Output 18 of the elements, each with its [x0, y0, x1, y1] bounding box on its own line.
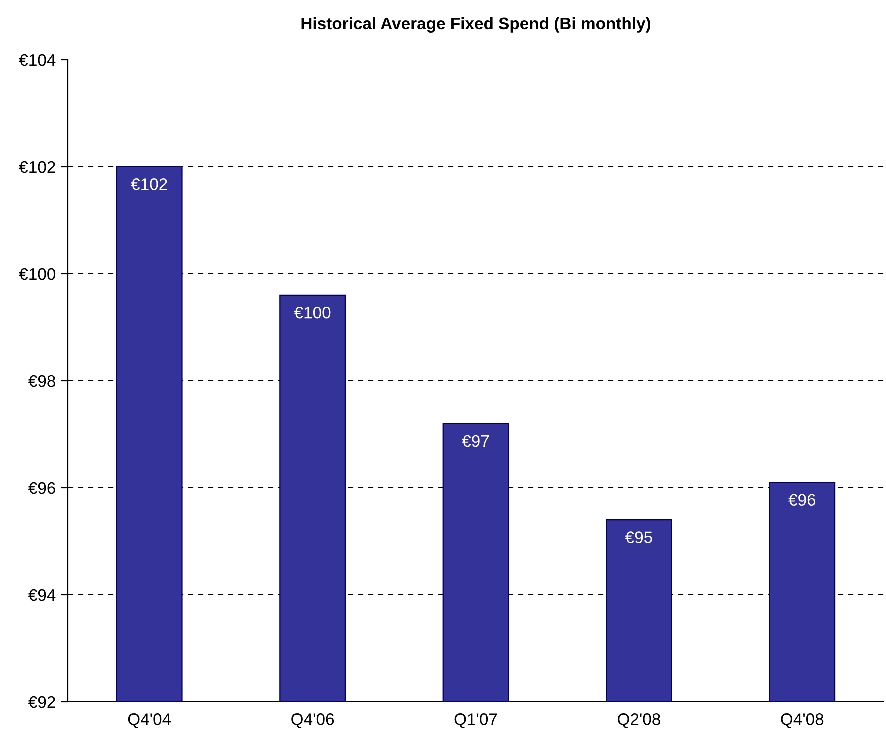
y-tick-label: €102 — [19, 161, 56, 174]
x-tick-label: Q2'08 — [618, 714, 660, 728]
x-tick-label: Q4'06 — [292, 714, 334, 728]
x-tick-label: Q4'08 — [781, 714, 824, 728]
y-tick-label: €96 — [28, 482, 56, 494]
x-tick-label: Q1'07 — [454, 714, 498, 728]
data-label: €100 — [294, 306, 331, 319]
y-tick-label: €94 — [28, 589, 56, 602]
chart-title: Historical Average Fixed Spend (Bi monthly) — [302, 17, 651, 33]
y-tick-label: €104 — [19, 54, 56, 66]
data-label: €95 — [625, 532, 652, 544]
y-tick-label: €100 — [19, 268, 56, 280]
y-tick-label: €92 — [28, 696, 56, 708]
data-label: €97 — [462, 435, 490, 448]
x-tick-label: Q4'04 — [128, 714, 172, 728]
y-tick-label: €98 — [28, 375, 56, 388]
data-label: €102 — [131, 178, 168, 190]
data-label: €96 — [788, 494, 816, 506]
